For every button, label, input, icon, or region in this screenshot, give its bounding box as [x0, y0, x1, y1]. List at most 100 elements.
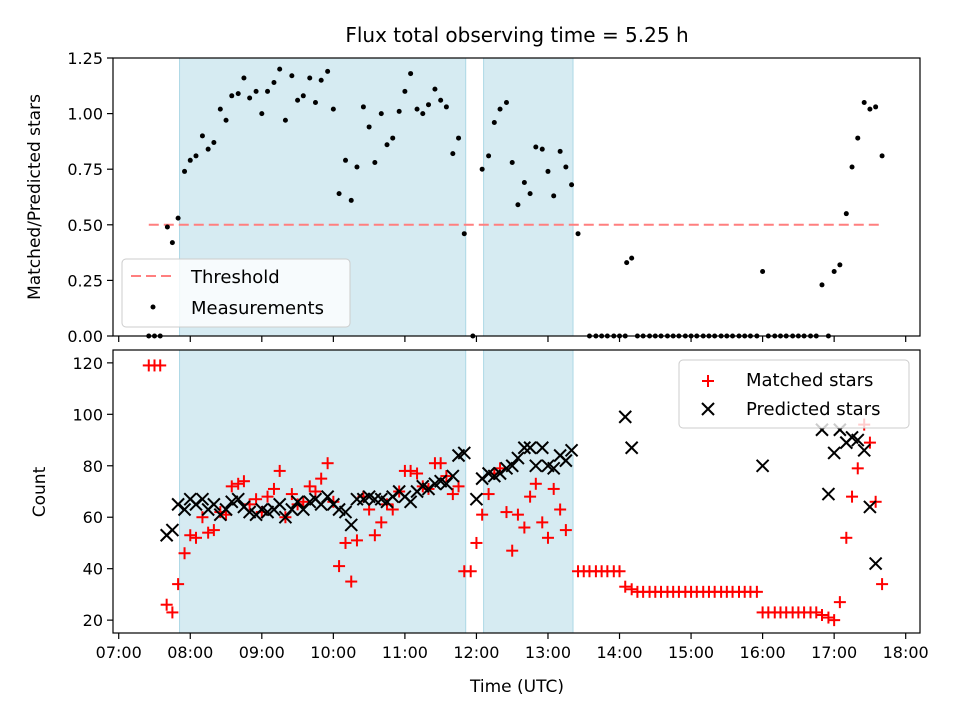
measurement-point: [318, 77, 324, 83]
predicted-star-point: [446, 469, 460, 483]
matched-star-point: [303, 480, 316, 493]
measurement-point: [760, 269, 766, 275]
legend-matched-label: Matched stars: [746, 370, 873, 391]
predicted-star-point: [272, 497, 287, 512]
matched-star-point: [464, 565, 477, 578]
predicted-star-point: [207, 497, 221, 512]
matched-star-point: [404, 464, 417, 477]
predicted-star-point: [618, 410, 632, 424]
matched-star-point: [261, 490, 274, 503]
matched-star-point: [815, 608, 828, 621]
measurement-point: [533, 144, 539, 150]
matched-star-point: [189, 531, 202, 544]
matched-star-point: [828, 614, 841, 627]
measurement-point: [229, 93, 235, 99]
x-tick-label: 13:00: [525, 643, 571, 662]
top-y-axis-ticks: 0.00 0.25 0.50 0.75 1.00 1.25: [67, 49, 113, 346]
measurement-point: [479, 166, 485, 172]
matched-star-point: [202, 526, 215, 539]
measurement-point: [432, 86, 438, 92]
predicted-star-point: [821, 487, 836, 501]
measurement-point: [241, 75, 247, 81]
predicted-star-point: [523, 441, 537, 455]
predicted-star-point: [219, 502, 233, 517]
matched-star-point: [178, 547, 191, 560]
predicted-stars-points: [159, 410, 883, 571]
measurement-point: [539, 146, 545, 152]
predicted-star-point: [564, 443, 579, 458]
top-axes-frame: [112, 57, 921, 337]
top-legend-box: [121, 258, 351, 328]
matched-star-point: [160, 598, 173, 611]
predicted-star-point: [517, 441, 532, 455]
measurement-point: [295, 97, 301, 103]
measurement-point: [837, 262, 843, 268]
legend-threshold-label: Threshold: [190, 267, 280, 288]
measurement-point: [408, 71, 414, 77]
matched-star-point: [207, 524, 220, 537]
predicted-star-point: [285, 502, 299, 517]
x-axis-label: Time (UTC): [469, 677, 564, 697]
y-tick-label: 80: [83, 457, 103, 476]
matched-star-point: [613, 565, 626, 578]
predicted-star-point: [350, 492, 364, 506]
y-tick-label: 0.25: [67, 271, 103, 290]
measurement-point: [300, 93, 306, 99]
matched-star-point: [833, 596, 846, 609]
measurement-point: [259, 111, 265, 117]
matched-star-point: [237, 475, 250, 488]
x-tick-label: 14:00: [596, 643, 642, 662]
measurement-point: [211, 140, 217, 146]
measurement-point: [247, 95, 253, 101]
y-tick-label: 40: [83, 560, 103, 579]
matched-star-point: [333, 560, 346, 573]
predicted-star-point: [624, 441, 639, 455]
x-tick-label: 12:00: [453, 643, 499, 662]
top-y-axis-label: Matched/Predicted stars: [25, 94, 45, 300]
matched-star-point: [518, 521, 531, 534]
x-tick-label: 17:00: [811, 643, 857, 662]
measurement-point: [336, 191, 342, 197]
matched-star-point: [232, 477, 245, 490]
measurement-point: [348, 197, 354, 203]
predicted-star-point: [559, 453, 573, 468]
predicted-star-point: [165, 523, 180, 537]
predicted-star-point: [546, 461, 561, 476]
matched-star-point: [339, 536, 352, 549]
matched-stars-points: [142, 359, 889, 627]
measurement-point: [390, 135, 396, 141]
measurement-point: [443, 104, 449, 110]
measurement-point: [867, 106, 873, 112]
top-x-axis-ticks: [118, 336, 907, 342]
measurement-point: [396, 108, 402, 114]
matched-star-point: [554, 503, 567, 516]
predicted-star-point: [368, 492, 382, 506]
matched-star-point: [434, 457, 447, 470]
chart-title: Flux total observing time = 5.25 h: [345, 23, 688, 47]
matched-star-point: [529, 477, 542, 490]
bottom-x-axis-ticks: 07:00 08:00 09:00 10:00 11:00 12:00 13:00 14:00…: [96, 633, 929, 662]
matched-star-point: [536, 516, 549, 529]
measurement-point: [271, 79, 277, 85]
matched-star-point: [386, 503, 399, 516]
measurement-point: [569, 182, 575, 188]
predicted-star-point: [857, 443, 871, 458]
legend-measurements-label: Measurements: [191, 298, 324, 319]
matched-star-point: [350, 534, 363, 547]
measurement-point: [360, 104, 366, 110]
measurement-point: [366, 124, 372, 130]
matched-star-point: [846, 490, 859, 503]
x-tick-label: 16:00: [740, 643, 786, 662]
measurement-point: [527, 191, 533, 197]
measurement-point: [624, 260, 630, 266]
x-tick-label: 07:00: [96, 643, 142, 662]
measurement-point: [831, 269, 837, 275]
measurement-point: [819, 282, 825, 288]
matched-star-point: [446, 488, 459, 501]
measurement-point: [235, 91, 241, 97]
matched-star-point: [524, 490, 537, 503]
top-legend: Threshold Measurements: [121, 258, 351, 328]
y-tick-label: 0.50: [67, 216, 103, 235]
measurement-point: [265, 88, 271, 94]
